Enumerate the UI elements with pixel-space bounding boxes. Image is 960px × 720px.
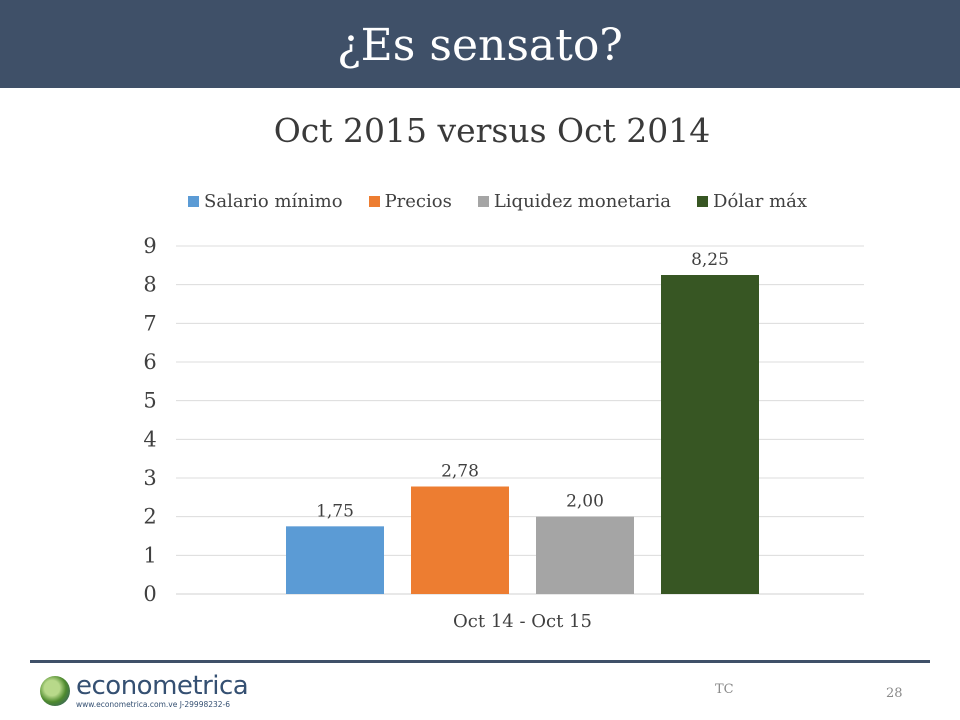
legend-label-precios: Precios	[384, 190, 452, 212]
logo-subtitle: www.econometrica.com.ve J-29998232-6	[76, 700, 231, 709]
data-label-1: 2,78	[441, 462, 479, 482]
y-tick-label-9: 9	[143, 234, 156, 258]
bar-3	[661, 275, 759, 594]
footer-text: TC	[715, 682, 734, 697]
legend-swatch-liquidez	[477, 195, 489, 207]
y-tick-label-2: 2	[143, 505, 156, 529]
y-tick-label-5: 5	[143, 389, 156, 413]
logo-wordmark: econometrica	[76, 671, 249, 701]
legend-item-salario: Salario mínimo	[188, 191, 343, 212]
legend-label-salario: Salario mínimo	[204, 190, 343, 212]
legend-label-dolar: Dólar máx	[713, 190, 808, 212]
bar-1	[411, 486, 509, 594]
legend-item-precios: Precios	[368, 190, 452, 212]
data-label-0: 1,75	[316, 501, 354, 521]
y-tick-label-6: 6	[143, 350, 156, 374]
y-tick-label-7: 7	[143, 311, 156, 335]
legend-swatch-precios	[368, 195, 380, 207]
chart-legend: Salario mínimo Precios Liquidez monetari…	[188, 188, 807, 214]
x-category-label: Oct 14 - Oct 15	[453, 611, 592, 632]
legend-swatch-salario	[188, 195, 199, 207]
y-tick-label-1: 1	[143, 543, 156, 567]
legend-label-liquidez: Liquidez monetaria	[493, 190, 672, 212]
chart-area: Oct 2015 versus Oct 2014 Salario mínimo …	[0, 88, 960, 658]
y-tick-label-4: 4	[143, 427, 156, 451]
logo-emblem-icon	[40, 676, 70, 706]
page-number: 28	[886, 686, 903, 701]
bar-0	[286, 526, 384, 594]
chart-title: Oct 2015 versus Oct 2014	[273, 111, 711, 150]
y-tick-label-3: 3	[143, 466, 156, 490]
legend-swatch-dolar	[697, 195, 709, 207]
legend-item-dolar: Dólar máx	[697, 191, 807, 212]
bar-chart: 0 1 2 3 4 5 6 7 8 9 1,75 2,78 2,00 8,25 Oct 14 - Oct 1…	[143, 234, 864, 632]
data-label-3: 8,25	[691, 250, 729, 270]
footer-divider	[30, 660, 930, 663]
data-label-2: 2,00	[566, 492, 604, 512]
y-tick-label-0: 0	[143, 582, 156, 606]
company-logo: econometrica www.econometrica.com.ve J-2…	[40, 670, 250, 712]
legend-item-liquidez: Liquidez monetaria	[477, 190, 672, 212]
slide-title: ¿Es sensato?	[337, 20, 623, 71]
y-tick-label-8: 8	[143, 273, 156, 297]
header-bar	[0, 0, 960, 88]
bar-2	[536, 516, 634, 594]
